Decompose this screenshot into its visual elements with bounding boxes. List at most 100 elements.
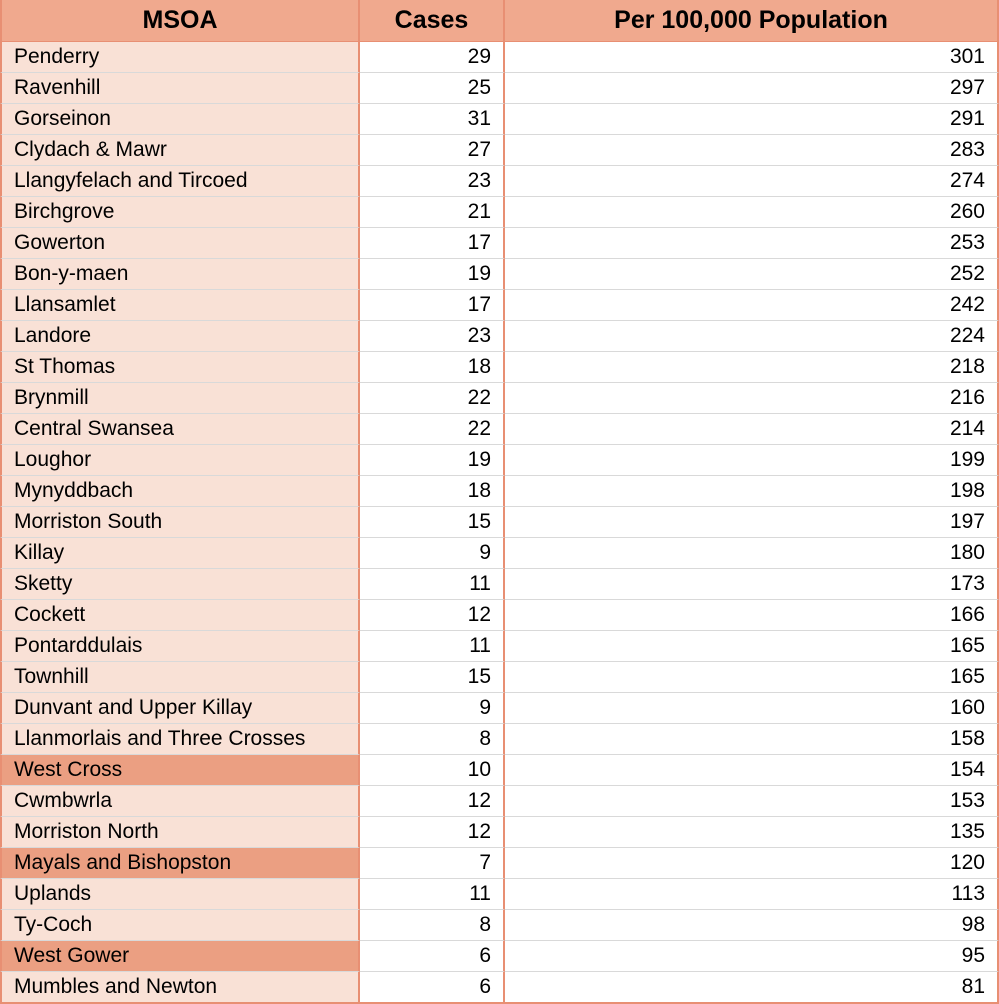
msoa-cell: Gorseinon: [0, 104, 360, 135]
msoa-cell: Pontarddulais: [0, 631, 360, 662]
table-row: Townhill15165: [0, 662, 999, 693]
msoa-cell: Brynmill: [0, 383, 360, 414]
per-cell: 253: [505, 228, 999, 259]
cases-cell: 9: [360, 538, 505, 569]
table-row: Pontarddulais11165: [0, 631, 999, 662]
table-row: St Thomas18218: [0, 352, 999, 383]
cases-cell: 8: [360, 724, 505, 755]
msoa-cell: Morriston North: [0, 817, 360, 848]
table-body: Penderry29301Ravenhill25297Gorseinon3129…: [0, 42, 999, 1004]
per-cell: 198: [505, 476, 999, 507]
per-cell: 260: [505, 197, 999, 228]
msoa-cell: Penderry: [0, 42, 360, 73]
table-row: Killay9180: [0, 538, 999, 569]
table-row: West Cross10154: [0, 755, 999, 786]
cases-cell: 21: [360, 197, 505, 228]
cases-cell: 19: [360, 259, 505, 290]
per-cell: 158: [505, 724, 999, 755]
msoa-cell: Mynyddbach: [0, 476, 360, 507]
msoa-cell: Sketty: [0, 569, 360, 600]
table-row: Ty-Coch898: [0, 910, 999, 941]
table-row: Gorseinon31291: [0, 104, 999, 135]
table-row: Brynmill22216: [0, 383, 999, 414]
per-cell: 166: [505, 600, 999, 631]
cases-cell: 8: [360, 910, 505, 941]
table-row: Llangyfelach and Tircoed23274: [0, 166, 999, 197]
table-row: Llanmorlais and Three Crosses8158: [0, 724, 999, 755]
msoa-table: MSOA Cases Per 100,000 Population Pender…: [0, 0, 999, 1004]
table-row: Sketty11173: [0, 569, 999, 600]
msoa-cell: Loughor: [0, 445, 360, 476]
cases-cell: 7: [360, 848, 505, 879]
msoa-cell: Gowerton: [0, 228, 360, 259]
cases-cell: 15: [360, 662, 505, 693]
table-row: Penderry29301: [0, 42, 999, 73]
table-row: Mynyddbach18198: [0, 476, 999, 507]
col-header-cases: Cases: [360, 0, 505, 42]
cases-cell: 12: [360, 786, 505, 817]
msoa-cell: Birchgrove: [0, 197, 360, 228]
table-row: Morriston North12135: [0, 817, 999, 848]
msoa-cell: Cockett: [0, 600, 360, 631]
per-cell: 160: [505, 693, 999, 724]
msoa-cell: Bon-y-maen: [0, 259, 360, 290]
per-cell: 252: [505, 259, 999, 290]
table-row: Ravenhill25297: [0, 73, 999, 104]
table-row: Gowerton17253: [0, 228, 999, 259]
cases-cell: 22: [360, 414, 505, 445]
cases-cell: 9: [360, 693, 505, 724]
cases-cell: 18: [360, 476, 505, 507]
msoa-cell: Cwmbwrla: [0, 786, 360, 817]
msoa-cell: Morriston South: [0, 507, 360, 538]
table-row: Clydach & Mawr27283: [0, 135, 999, 166]
msoa-cell: Llanmorlais and Three Crosses: [0, 724, 360, 755]
per-cell: 81: [505, 972, 999, 1004]
table-row: Dunvant and Upper Killay9160: [0, 693, 999, 724]
table-row: Landore23224: [0, 321, 999, 352]
cases-cell: 18: [360, 352, 505, 383]
cases-cell: 23: [360, 166, 505, 197]
per-cell: 153: [505, 786, 999, 817]
per-cell: 291: [505, 104, 999, 135]
per-cell: 197: [505, 507, 999, 538]
per-cell: 120: [505, 848, 999, 879]
per-cell: 218: [505, 352, 999, 383]
table-header-row: MSOA Cases Per 100,000 Population: [0, 0, 999, 42]
msoa-cell: Mumbles and Newton: [0, 972, 360, 1004]
cases-cell: 19: [360, 445, 505, 476]
per-cell: 199: [505, 445, 999, 476]
per-cell: 242: [505, 290, 999, 321]
per-cell: 135: [505, 817, 999, 848]
msoa-cell: West Cross: [0, 755, 360, 786]
msoa-cell: Landore: [0, 321, 360, 352]
table-row: Bon-y-maen19252: [0, 259, 999, 290]
col-header-msoa: MSOA: [0, 0, 360, 42]
msoa-cell: West Gower: [0, 941, 360, 972]
per-cell: 224: [505, 321, 999, 352]
per-cell: 154: [505, 755, 999, 786]
per-cell: 165: [505, 662, 999, 693]
cases-cell: 15: [360, 507, 505, 538]
msoa-cell: Townhill: [0, 662, 360, 693]
table-row: West Gower695: [0, 941, 999, 972]
table-row: Central Swansea22214: [0, 414, 999, 445]
table-row: Cockett12166: [0, 600, 999, 631]
msoa-cell: Dunvant and Upper Killay: [0, 693, 360, 724]
msoa-cell: Clydach & Mawr: [0, 135, 360, 166]
msoa-cell: Ty-Coch: [0, 910, 360, 941]
table-row: Llansamlet17242: [0, 290, 999, 321]
per-cell: 95: [505, 941, 999, 972]
msoa-cell: St Thomas: [0, 352, 360, 383]
msoa-cell: Ravenhill: [0, 73, 360, 104]
cases-cell: 11: [360, 879, 505, 910]
cases-cell: 29: [360, 42, 505, 73]
table-row: Mayals and Bishopston7120: [0, 848, 999, 879]
cases-cell: 12: [360, 600, 505, 631]
cases-cell: 17: [360, 228, 505, 259]
per-cell: 173: [505, 569, 999, 600]
cases-cell: 6: [360, 972, 505, 1004]
table-row: Cwmbwrla12153: [0, 786, 999, 817]
cases-cell: 31: [360, 104, 505, 135]
per-cell: 216: [505, 383, 999, 414]
per-cell: 113: [505, 879, 999, 910]
